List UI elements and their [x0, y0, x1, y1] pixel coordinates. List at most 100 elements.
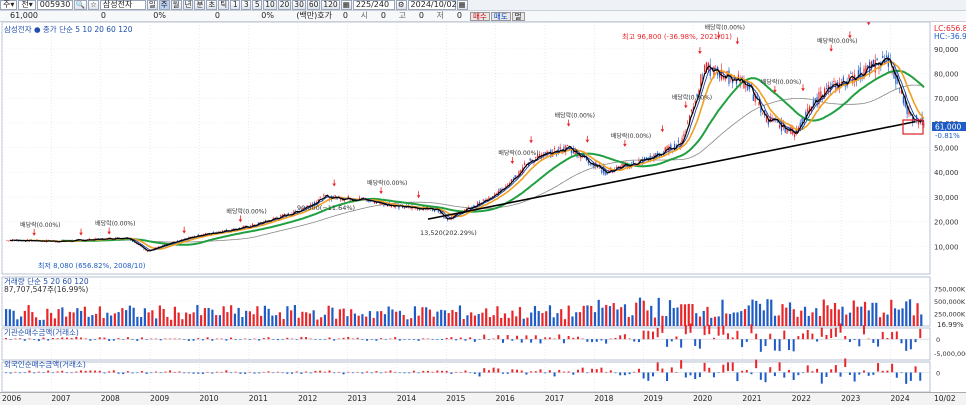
favorite-icon[interactable]: ☆ — [88, 0, 99, 10]
flow-bar — [295, 339, 298, 340]
exchange-select[interactable]: 전 ▾ — [18, 0, 36, 10]
candle-body — [477, 202, 479, 206]
calendar-icon[interactable]: ▦ — [456, 0, 468, 10]
flow-bar — [164, 371, 167, 373]
volume-bar — [395, 311, 398, 326]
period-year[interactable]: 년 — [182, 0, 194, 10]
flow-bar — [820, 327, 823, 337]
interval-20[interactable]: 20 — [277, 0, 292, 10]
flow-bar — [319, 339, 322, 340]
flow-bar — [370, 372, 373, 374]
volume-bar — [751, 299, 754, 326]
candle-body — [135, 243, 137, 244]
volume-bar — [365, 316, 368, 326]
search-icon[interactable]: 🔍 — [73, 0, 88, 10]
period-second[interactable]: 초 — [206, 0, 218, 10]
volume-bar — [128, 305, 131, 326]
dividend-arrow-head — [773, 89, 777, 93]
candle-body — [790, 126, 792, 134]
candle-body — [899, 88, 901, 90]
candle-body — [732, 81, 734, 84]
grid-icon[interactable]: ▦ — [340, 0, 352, 10]
interval-5[interactable]: 5 — [252, 0, 263, 10]
candle-body — [872, 59, 874, 67]
x-axis-label: 2023 — [841, 394, 861, 403]
candle-body — [471, 206, 473, 209]
volume-bar — [698, 316, 702, 326]
volume-bar — [38, 319, 41, 326]
candle-body — [651, 156, 653, 158]
flow-bar — [619, 335, 622, 340]
flow-bar — [328, 370, 331, 373]
volume-bar — [125, 310, 128, 326]
candle-body — [381, 203, 383, 205]
flow-bar — [9, 372, 12, 374]
candle-body — [139, 245, 141, 247]
volume-tick-label: 500,000K — [934, 298, 966, 306]
flow-bar — [487, 339, 490, 340]
candle-body — [538, 154, 541, 156]
settings-icon[interactable]: ⚙ — [395, 0, 407, 10]
flow-bar — [628, 372, 631, 375]
volume-bar — [65, 316, 68, 326]
flow-bar — [108, 339, 111, 341]
flow-bar — [234, 371, 237, 373]
interval-120[interactable]: 120 — [321, 0, 340, 10]
flow-bar — [136, 339, 139, 341]
flow-zero-label: 0 — [936, 370, 940, 378]
volume-bar — [830, 309, 833, 326]
candle-body — [340, 199, 342, 201]
flow-bar — [253, 372, 256, 374]
volume-bar — [702, 310, 705, 326]
flow-bar — [750, 324, 753, 334]
volume-bar — [507, 317, 510, 326]
institution-panel — [2, 323, 930, 352]
candle-body — [683, 133, 685, 137]
period-month[interactable]: 월 — [170, 0, 182, 10]
flow-bar — [47, 370, 50, 373]
interval-60[interactable]: 60 — [306, 0, 321, 10]
volume-bar — [42, 319, 45, 326]
flow-bar — [487, 370, 490, 373]
chart-area[interactable]: 배당락(0.00%) 배당락(0.00%) 배당락(0.00%) 배당락(0.00%)… — [0, 10, 966, 393]
flow-bar — [698, 339, 701, 349]
stock-chart-svg[interactable]: 배당락(0.00%) 배당락(0.00%) 배당락(0.00%) 배당락(0.00%)… — [0, 10, 966, 393]
flow-bar — [281, 339, 284, 340]
flow-bar — [206, 337, 209, 340]
period-week[interactable]: 주 — [158, 0, 170, 10]
stock-code-input[interactable]: 005930 — [36, 0, 73, 10]
volume-bar — [387, 306, 390, 326]
volume-bar — [196, 305, 199, 326]
volume-bar — [57, 309, 60, 326]
volume-bar — [5, 309, 8, 326]
interval-10[interactable]: 10 — [263, 0, 277, 10]
interval-1[interactable]: 1 — [230, 0, 241, 10]
candle-body — [612, 172, 614, 174]
volume-bar — [27, 305, 30, 326]
annotation-13520: 13,520(202.29%) — [420, 229, 477, 237]
low-label: 저 — [436, 11, 444, 20]
buy-button[interactable]: 매수 — [470, 11, 490, 21]
candle-body — [874, 59, 876, 73]
flow-bar — [633, 371, 636, 373]
candle-body — [645, 157, 648, 161]
flow-bar — [361, 339, 364, 340]
order-button[interactable]: 멀 — [511, 11, 525, 21]
flow-bar — [666, 372, 669, 382]
sell-button[interactable]: 매도 — [490, 11, 511, 21]
candle-body — [688, 115, 691, 122]
date-field[interactable]: 2024/10/02 — [407, 0, 457, 10]
interval-30[interactable]: 30 — [292, 0, 306, 10]
volume-bar — [638, 297, 642, 326]
volume-bar — [432, 316, 435, 326]
period-day[interactable]: 일 — [146, 0, 158, 10]
volume-bar — [541, 313, 544, 326]
interval-3[interactable]: 3 — [241, 0, 252, 10]
flow-bar — [464, 370, 467, 373]
flow-bar — [126, 337, 129, 340]
volume-bar — [263, 305, 267, 326]
volume-bar — [863, 301, 867, 326]
period-tick[interactable]: 틱 — [218, 0, 230, 10]
type-select[interactable]: 주 ▾ — [0, 0, 18, 10]
period-minute[interactable]: 분 — [194, 0, 206, 10]
